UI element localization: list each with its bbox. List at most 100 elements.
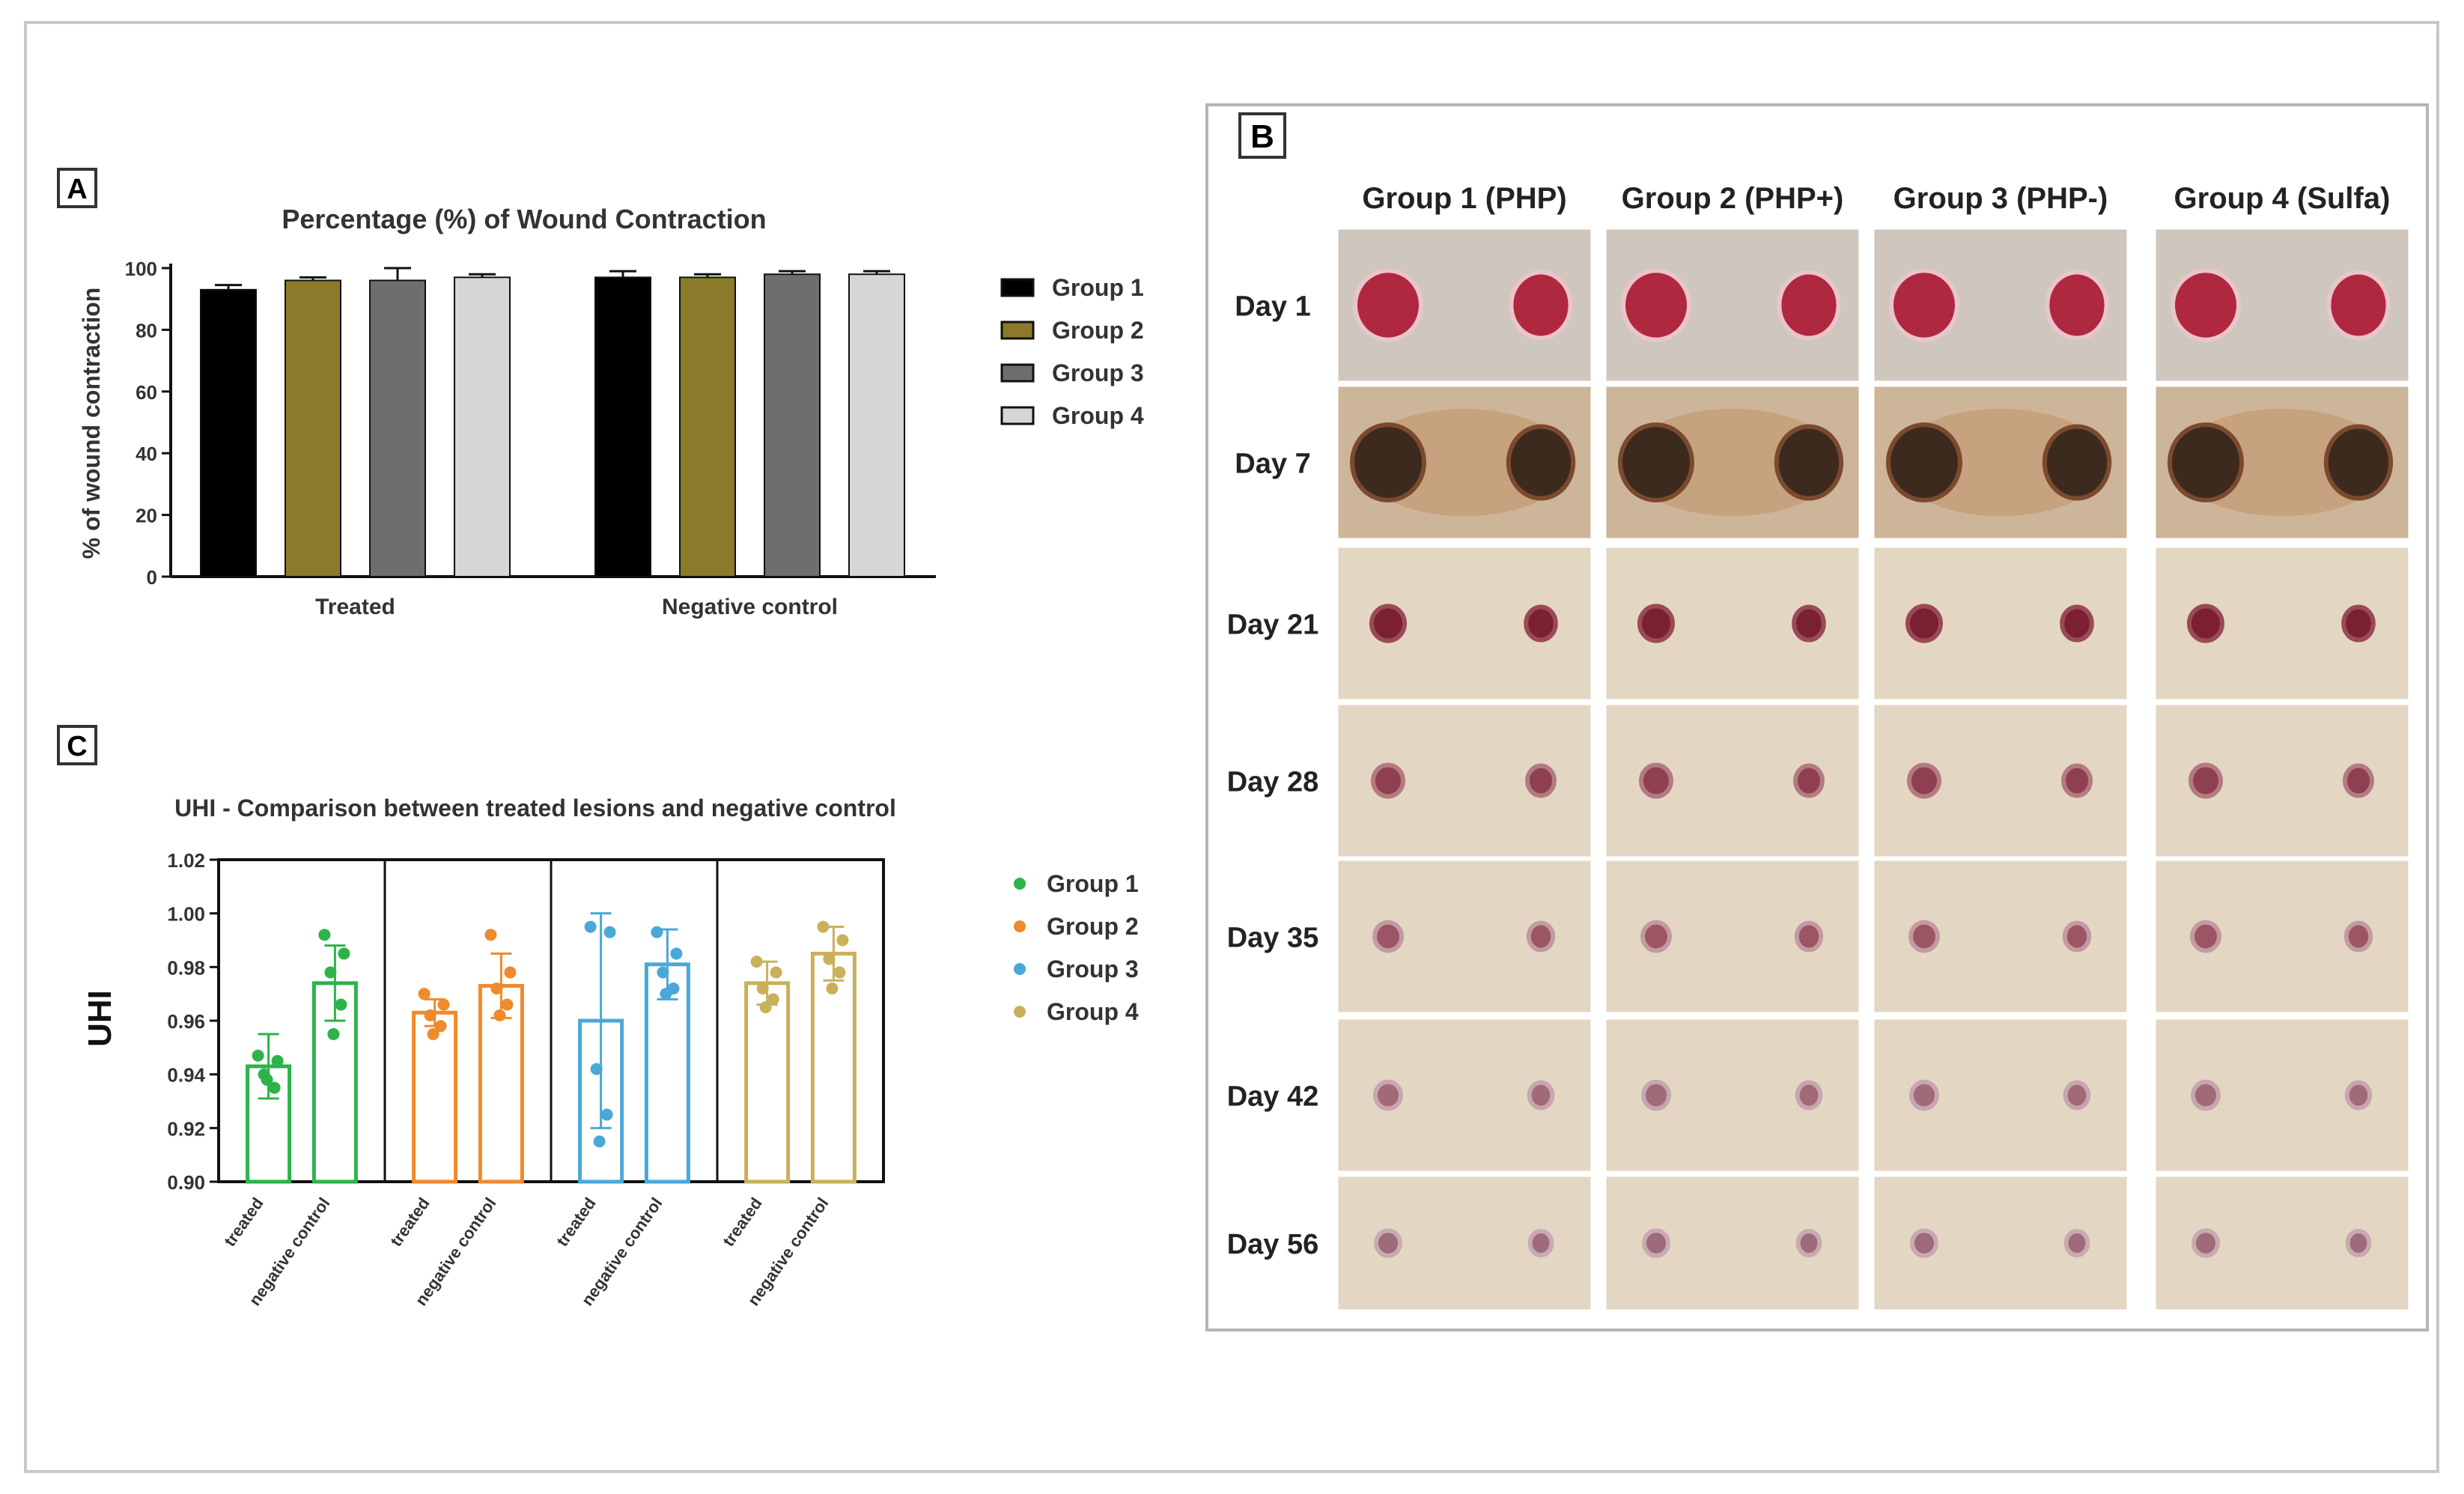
panel-b-column-header: Group 4 (Sulfa) [2174,182,2391,215]
chart-c-legend-marker [1014,878,1026,890]
wound-right [2326,270,2391,341]
chart-a-bars: Treated Negative control [200,267,905,619]
wound-left [1618,422,1694,502]
panel-c-letter: C [67,731,87,762]
chart-a-x-tick-label: Negative control [662,595,838,619]
wound-left [1374,1228,1402,1258]
panel-c-letter-box [57,725,97,765]
wound-right [2341,604,2376,643]
chart-c-data-point [836,934,849,947]
wound-left [2191,1079,2221,1111]
wound-right [1527,1080,1555,1111]
wound-left [1908,920,1940,953]
chart-c-legend-label: Group 3 [1047,956,1139,983]
panel-b-photo-grid [1336,227,2411,1312]
chart-a-y-tick-label: 40 [136,443,157,465]
wound-right [1774,424,1844,501]
chart-a-y-tick-label: 20 [136,505,157,527]
panel-b-column-headers: Group 1 (PHP) Group 2 (PHP+) Group 3 (PHP-… [1362,182,2390,215]
wound-right [1524,604,1558,643]
wound-right [2323,424,2394,501]
chart-a-legend-swatch [1000,321,1035,340]
chart-a-legend-label: Group 2 [1052,317,1144,344]
panel-a-letter-box [57,168,97,208]
wound-right [1794,920,1824,953]
chart-c-data-point [504,966,517,979]
chart-c-legend: Group 1 Group 2 Group 3 Group 4 [1014,870,1139,1025]
chart-c-data-point [833,966,846,979]
wound-right [2063,1229,2090,1257]
chart-a-y-tick-label: 0 [147,566,157,589]
wound-right [2343,763,2374,798]
chart-c-data-point [338,947,350,960]
wound-right [2062,920,2092,953]
wound-left [2188,762,2223,799]
chart-c-y-tick-label: 1.02 [167,849,205,872]
chart-a-legend-swatch [1000,406,1035,425]
chart-c-data-point [434,1020,447,1033]
chart-c-data-point [657,966,669,979]
panel-b-row-label: Day 7 [1235,449,1310,480]
wound-right [1509,270,1573,341]
wound-left [2190,920,2221,953]
chart-a-legend-label: Group 4 [1052,402,1144,429]
chart-c-data-point [484,929,497,941]
chart-a-legend: Group 1 Group 2 Group 3 Group 4 [1000,274,1144,429]
chart-c-data-point [770,966,782,979]
chart-c-data-point [593,1135,606,1148]
panel-a-letter: A [67,174,87,205]
wound-right [2343,920,2373,953]
wound-left [2187,604,2224,643]
chart-a-bar [285,279,341,577]
wound-right [1792,604,1826,643]
chart-c-data-point [823,953,836,965]
chart-a-legend-label: Group 1 [1052,274,1144,301]
chart-c-data-point [750,956,763,968]
wound-right [1525,763,1557,798]
chart-c-y-tick-label: 0.90 [167,1171,205,1194]
wound-left [1641,1079,1671,1111]
wound-right [2061,763,2093,798]
chart-a-ylabel: % of wound contraction [78,288,105,559]
chart-c-data-point [418,988,431,1000]
chart-a-bar [454,276,511,577]
chart-a-y-tick-label: 80 [136,319,157,341]
wound-left [1621,268,1691,342]
chart-c-data-point [660,988,672,1000]
chart-c-data-point [603,926,616,938]
chart-c-data-point [817,920,830,933]
chart-c-data-point [318,929,331,941]
chart-c-data-point [437,998,450,1011]
chart-c-legend-marker [1014,963,1026,975]
wound-left [1889,268,1959,342]
chart-c-legend-label: Group 2 [1047,913,1139,940]
wound-left [2191,1228,2220,1258]
chart-c-data-point [427,1027,439,1040]
panel-b-column-header: Group 2 (PHP+) [1622,182,1844,215]
chart-c-legend-marker [1014,920,1026,932]
chart-c-legend-marker [1014,1006,1026,1018]
wound-left [1639,762,1673,799]
wound-left [1642,1228,1670,1258]
chart-c-data-point [335,998,347,1011]
chart-a-bar [764,273,821,577]
chart-a-bar [369,279,426,577]
panel-b-row-label: Day 28 [1227,767,1319,798]
chart-c-data-point [590,1063,603,1075]
chart-a-bar [848,273,905,577]
chart-c-data-point [501,998,514,1011]
chart-a-title: Percentage (%) of Wound Contraction [282,204,766,234]
chart-a-bar [200,288,257,577]
wound-right [1777,270,1841,341]
wound-left [1371,762,1405,799]
panel-b-row-label: Day 1 [1235,291,1310,323]
chart-c-y-tick-label: 0.92 [167,1117,205,1140]
chart-c-data-point [756,983,769,995]
wound-left [1905,604,1943,643]
chart-c-title: UHI - Comparison between treated lesions… [174,795,896,822]
wound-right [2060,604,2094,643]
wound-left [1910,1228,1938,1258]
chart-a-legend-swatch [1000,363,1035,383]
panel-b-letter-box [1238,112,1286,159]
